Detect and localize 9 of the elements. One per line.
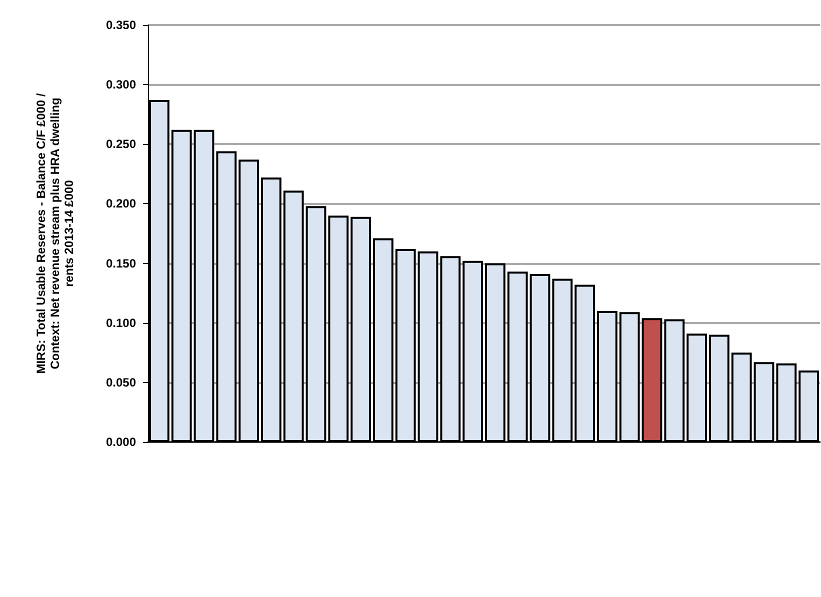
- y-tick-label: 0.100: [106, 316, 136, 330]
- y-tick-label: 0.000: [106, 435, 136, 449]
- y-tick-label: 0.350: [106, 18, 136, 32]
- y-tick-label: 0.150: [106, 256, 136, 270]
- y-axis-title: MIRS: Total Usable Reserves - Balance C/F £000 / Context: Net revenue stream plus HRA dwelling rents 2013-14 £000: [34, 92, 76, 374]
- y-tick-label: 0.200: [106, 196, 136, 211]
- y-tick-label: 0.300: [106, 78, 136, 92]
- y-tick-label: 0.050: [106, 375, 136, 390]
- y-tick-label: 0.250: [106, 137, 136, 152]
